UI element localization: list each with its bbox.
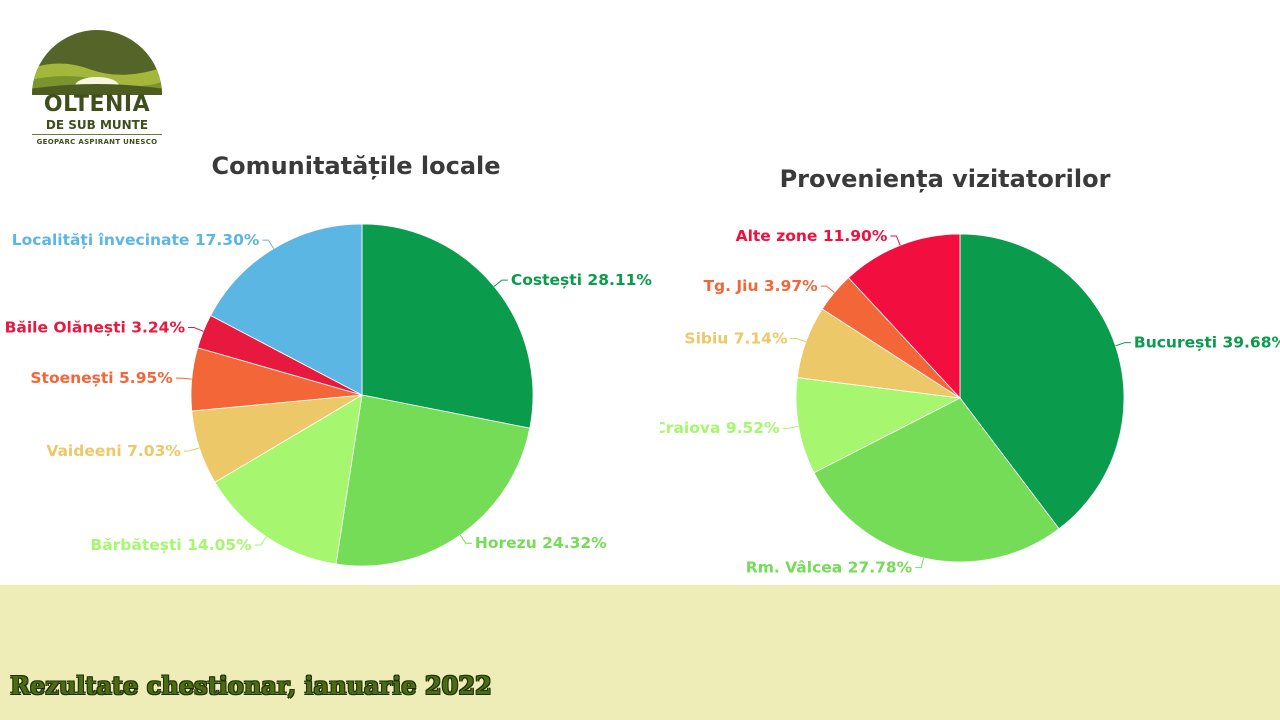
- data-label-tg-jiu: Tg. Jiu 3.97%: [703, 277, 818, 295]
- leader-line-barbatesti: [254, 536, 267, 546]
- leader-line-sibiu: [790, 338, 807, 343]
- chart-title-visitor-origin: Proveniența vizitatorilor: [779, 165, 1111, 193]
- footer-band: Rezultate chestionar, ianuarie 2022: [0, 585, 1280, 720]
- leader-line-horezu: [459, 534, 472, 544]
- footer-caption: Rezultate chestionar, ianuarie 2022: [10, 671, 492, 700]
- leader-line-localitati-invecinate: [262, 239, 275, 249]
- leader-line-costesti: [493, 279, 508, 287]
- data-label-barbatesti: Bărbătești 14.05%: [90, 536, 252, 554]
- data-label-costesti: Costești 28.11%: [511, 271, 653, 289]
- logo-divider: [32, 134, 162, 135]
- pie-slice-rm-valcea: [813, 397, 1060, 563]
- logo-tagline: GEOPARC ASPIRANT UNESCO: [36, 138, 158, 146]
- data-label-rm-valcea: Rm. Vâlcea 27.78%: [746, 559, 913, 577]
- pie-slice-alte-zone: [847, 233, 961, 400]
- data-label-sibiu: Sibiu 7.14%: [684, 330, 788, 348]
- leader-line-vaideeni: [183, 447, 200, 452]
- data-label-baile-olanesti: Băile Olănești 3.24%: [5, 319, 186, 337]
- leader-line-stoenesti: [175, 377, 192, 380]
- leader-line-rm-valcea: [915, 557, 924, 569]
- pie-slice-localitati-invecinate: [210, 223, 363, 396]
- data-label-bucuresti: București 39.68%: [1134, 334, 1280, 352]
- data-label-stoenesti: Stoenești 5.95%: [30, 369, 173, 387]
- data-label-craiova: Craiova 9.52%: [660, 419, 780, 437]
- leader-line-baile-olanesti: [188, 327, 204, 332]
- leader-line-craiova: [782, 425, 799, 429]
- leader-line-bucuresti: [1115, 342, 1131, 347]
- mountain-emblem-icon: [32, 30, 162, 95]
- data-label-vaideeni: Vaideeni 7.03%: [46, 442, 181, 460]
- logo-subtitle: DE SUB MUNTE: [45, 118, 149, 132]
- pie-chart-visitor-origin: București 39.68% Rm. Vâlcea 27.78% Craiova…: [660, 227, 1280, 577]
- data-label-alte-zone: Alte zone 11.90%: [736, 227, 888, 245]
- chart-title-local-communities: Comunitatățile locale: [211, 152, 501, 180]
- leader-line-tg-jiu: [820, 285, 835, 293]
- leader-line-alte-zone: [890, 235, 901, 246]
- pie-chart-local-communities: Costești 28.11% Horezu 24.32% Bărbătești 1…: [5, 223, 653, 567]
- logo-title: OLTENIA: [43, 92, 151, 117]
- data-label-localitati-invecinate: Localități învecinate 17.30%: [12, 231, 260, 249]
- pie-slice-bucuresti: [959, 233, 1125, 530]
- data-label-horezu: Horezu 24.32%: [475, 534, 607, 552]
- pie-slice-horezu: [335, 394, 531, 567]
- pie-slice-costesti: [361, 223, 534, 429]
- geopark-logo: OLTENIA DE SUB MUNTE GEOPARC ASPIRANT UN…: [22, 20, 172, 155]
